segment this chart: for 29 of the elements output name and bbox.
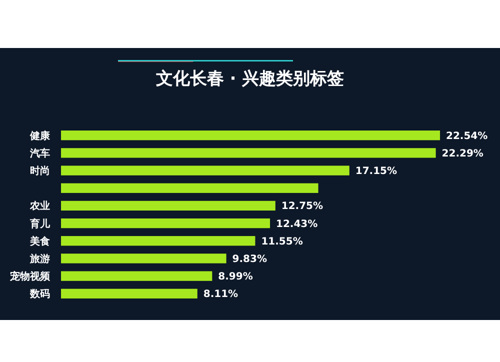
bar xyxy=(61,183,318,193)
data-label: 12.75% xyxy=(281,201,324,212)
data-label: 22.29% xyxy=(442,148,484,160)
data-label: 9.83% xyxy=(232,254,267,265)
data-label: 17.15% xyxy=(355,166,398,178)
bar xyxy=(61,218,270,228)
bar xyxy=(61,148,436,158)
y-tick-label: 汽车 xyxy=(29,147,50,160)
data-label: 22.54% xyxy=(446,130,488,142)
bar xyxy=(61,130,440,140)
bar xyxy=(61,166,350,176)
data-label: 8.11% xyxy=(203,289,238,300)
y-tick-label: 时尚 xyxy=(30,165,50,178)
bar xyxy=(61,236,256,246)
bar xyxy=(61,271,212,281)
y-tick-label: 宠物视频 xyxy=(9,270,51,283)
chart-title: 文化长春 · 兴趣类别标签 xyxy=(154,69,344,89)
bar xyxy=(61,200,276,211)
bar xyxy=(61,288,198,298)
y-tick-label: 农业 xyxy=(29,200,50,212)
y-tick-label: 美食 xyxy=(29,235,50,248)
y-tick-label: 健康 xyxy=(29,130,51,142)
data-label: 11.55% xyxy=(261,236,303,248)
y-tick-label: 旅游 xyxy=(29,252,50,265)
bar xyxy=(61,254,226,264)
data-label: 8.99% xyxy=(218,272,253,283)
y-tick-label: 数码 xyxy=(29,288,50,300)
y-tick-label: 育儿 xyxy=(29,218,51,230)
data-label: 12.43% xyxy=(276,218,318,230)
